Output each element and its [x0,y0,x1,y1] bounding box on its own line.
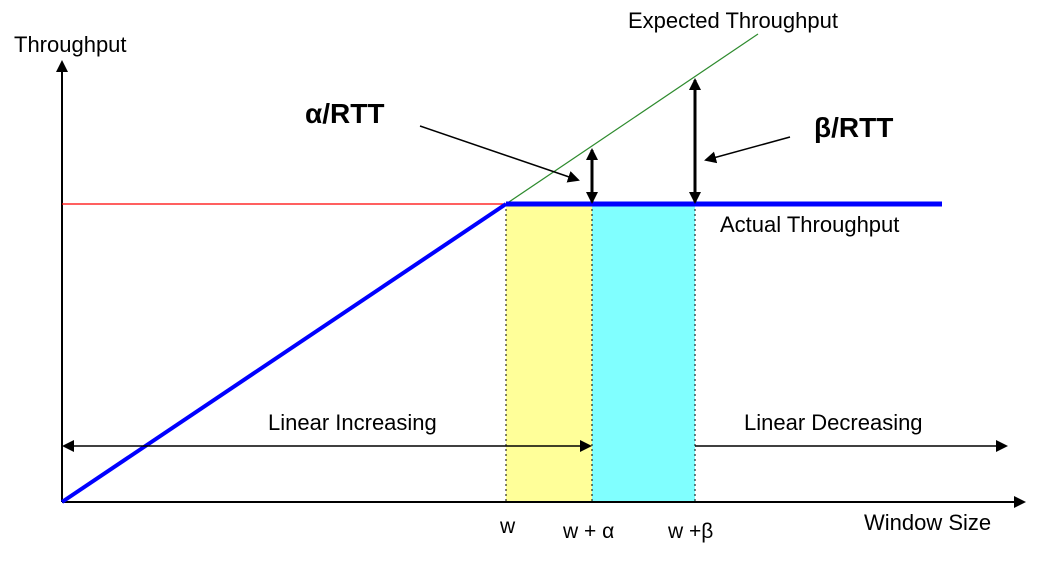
actual-throughput-label: Actual Throughput [720,212,900,237]
linear-increasing-label: Linear Increasing [268,410,437,435]
actual-throughput-rising [60,202,508,504]
expected-throughput-label: Expected Throughput [628,8,838,33]
tick-w-beta: w +β [668,520,714,543]
y-axis-label: Throughput [14,32,127,57]
alpha-rtt-label: α/RTT [305,98,385,129]
beta-pointer-arrow [704,136,791,164]
linear-decreasing-label: Linear Decreasing [744,410,923,435]
tick-w-alpha: w + α [563,520,615,543]
x-axis-label: Window Size [864,510,992,535]
tick-w: w [500,515,516,538]
expected-throughput-line [505,33,759,205]
alpha-pointer-arrow [419,125,580,183]
beta-rtt-label: β/RTT [814,112,894,143]
alpha-band [506,204,592,502]
beta-band [592,204,695,502]
